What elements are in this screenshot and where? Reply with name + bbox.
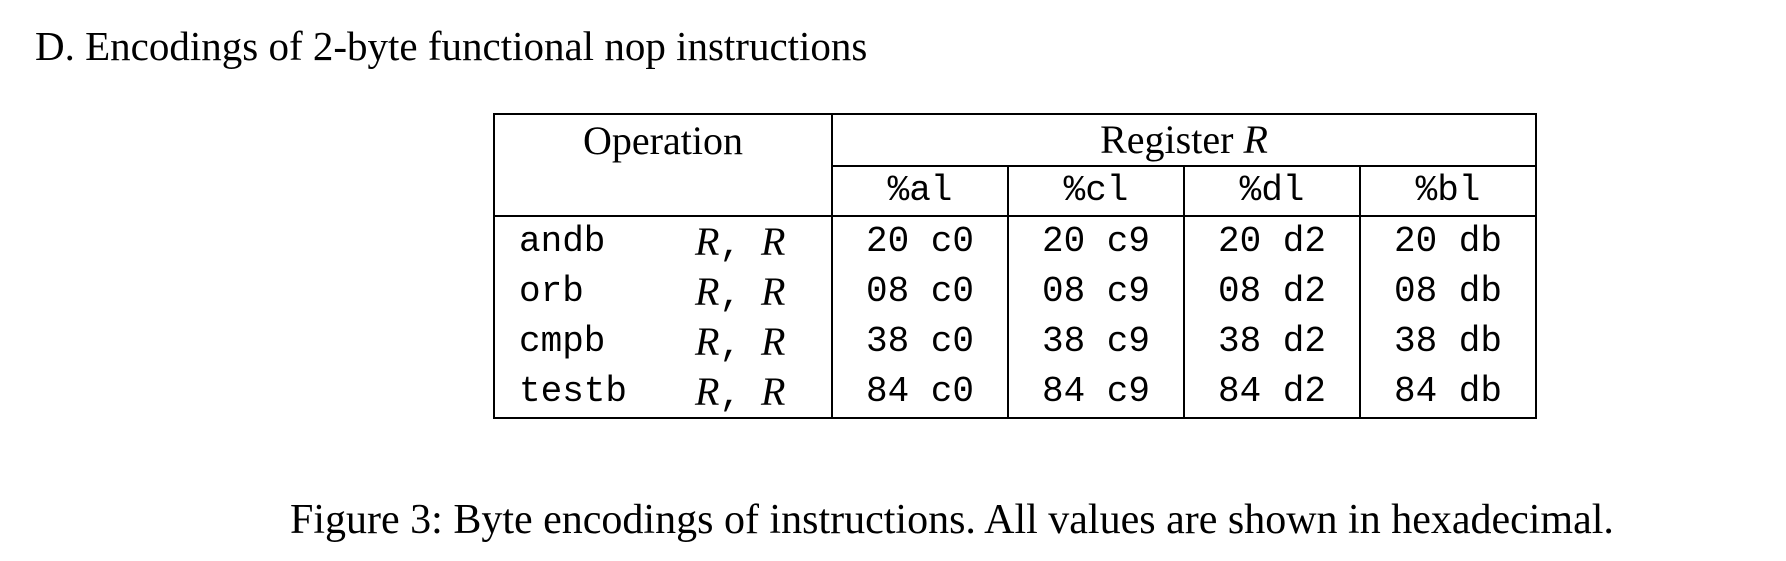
encoding-cell: 20 c9: [1008, 216, 1185, 267]
operands: R, R: [695, 367, 785, 421]
operand-dest: R: [761, 269, 786, 314]
encoding-cell: 20 d2: [1184, 216, 1361, 267]
encoding-cell: 08 d2: [1184, 267, 1361, 317]
register-header: Register R: [832, 114, 1536, 167]
operand-source: R: [695, 219, 720, 264]
encoding-cell: 38 c0: [832, 317, 1009, 367]
register-header-text: Register: [1100, 117, 1234, 162]
table-header-row: Operation Register R: [494, 114, 1536, 217]
operand-comma: ,: [719, 375, 742, 416]
encoding-cell: 38 c9: [1008, 317, 1185, 367]
operand-dest: R: [761, 219, 786, 264]
operation-cell: orb R, R: [494, 267, 833, 317]
operand-comma: ,: [719, 225, 742, 266]
encoding-cell: 84 db: [1393, 371, 1503, 412]
register-column-bl: %bl: [1360, 166, 1536, 217]
mnemonic: cmpb: [519, 321, 606, 362]
encoding-cell: 84 d2: [1184, 367, 1361, 418]
operation-cell: cmpb R, R: [494, 317, 833, 367]
encoding-cell: 08 c0: [832, 267, 1009, 317]
register-column-cl: %cl: [1008, 166, 1185, 217]
mnemonic: orb: [519, 271, 584, 312]
table-row: andb R, R 20 c0 20 c9 20 d2 20 db: [494, 216, 1536, 267]
encoding-cell: 08 db: [1393, 271, 1503, 312]
operand-dest: R: [761, 319, 786, 364]
encoding-cell: 84 c0: [832, 367, 1009, 418]
encoding-table: Operation Register R %al %cl %dl %bl and…: [493, 113, 1537, 419]
encoding-cell: 38 db: [1393, 321, 1503, 362]
register-column-dl: %dl: [1184, 166, 1361, 217]
encoding-cell: 38 d2: [1184, 317, 1361, 367]
mnemonic: testb: [519, 371, 628, 412]
operation-header: Operation: [494, 114, 833, 217]
operand-comma: ,: [719, 275, 742, 316]
table-row: cmpb R, R 38 c0 38 c9 38 d2 38 db: [494, 317, 1536, 367]
operands: R, R: [695, 267, 785, 321]
operand-dest: R: [761, 369, 786, 414]
register-names-row: %al %cl %dl %bl: [494, 166, 1536, 217]
operand-source: R: [695, 319, 720, 364]
operands: R, R: [695, 217, 785, 271]
operand-source: R: [695, 269, 720, 314]
operands: R, R: [695, 317, 785, 371]
encoding-cell: 20 c0: [832, 216, 1009, 267]
encoding-cell: 08 c9: [1008, 267, 1185, 317]
figure-caption: Figure 3: Byte encodings of instructions…: [290, 497, 1614, 543]
register-header-variable: R: [1243, 117, 1268, 162]
register-column-al: %al: [832, 166, 1009, 217]
encoding-cell: 20 db: [1393, 221, 1503, 262]
table-row: testb R, R 84 c0 84 c9 84 d2 84 db: [494, 367, 1536, 418]
section-title: D. Encodings of 2-byte functional nop in…: [35, 23, 868, 69]
mnemonic: andb: [519, 221, 606, 262]
operand-source: R: [695, 369, 720, 414]
operation-cell: testb R, R: [494, 367, 833, 421]
encoding-cell: 84 c9: [1008, 367, 1185, 418]
table-row: orb R, R 08 c0 08 c9 08 d2 08 db: [494, 267, 1536, 317]
operation-cell: andb R, R: [494, 216, 833, 267]
operand-comma: ,: [719, 325, 742, 366]
